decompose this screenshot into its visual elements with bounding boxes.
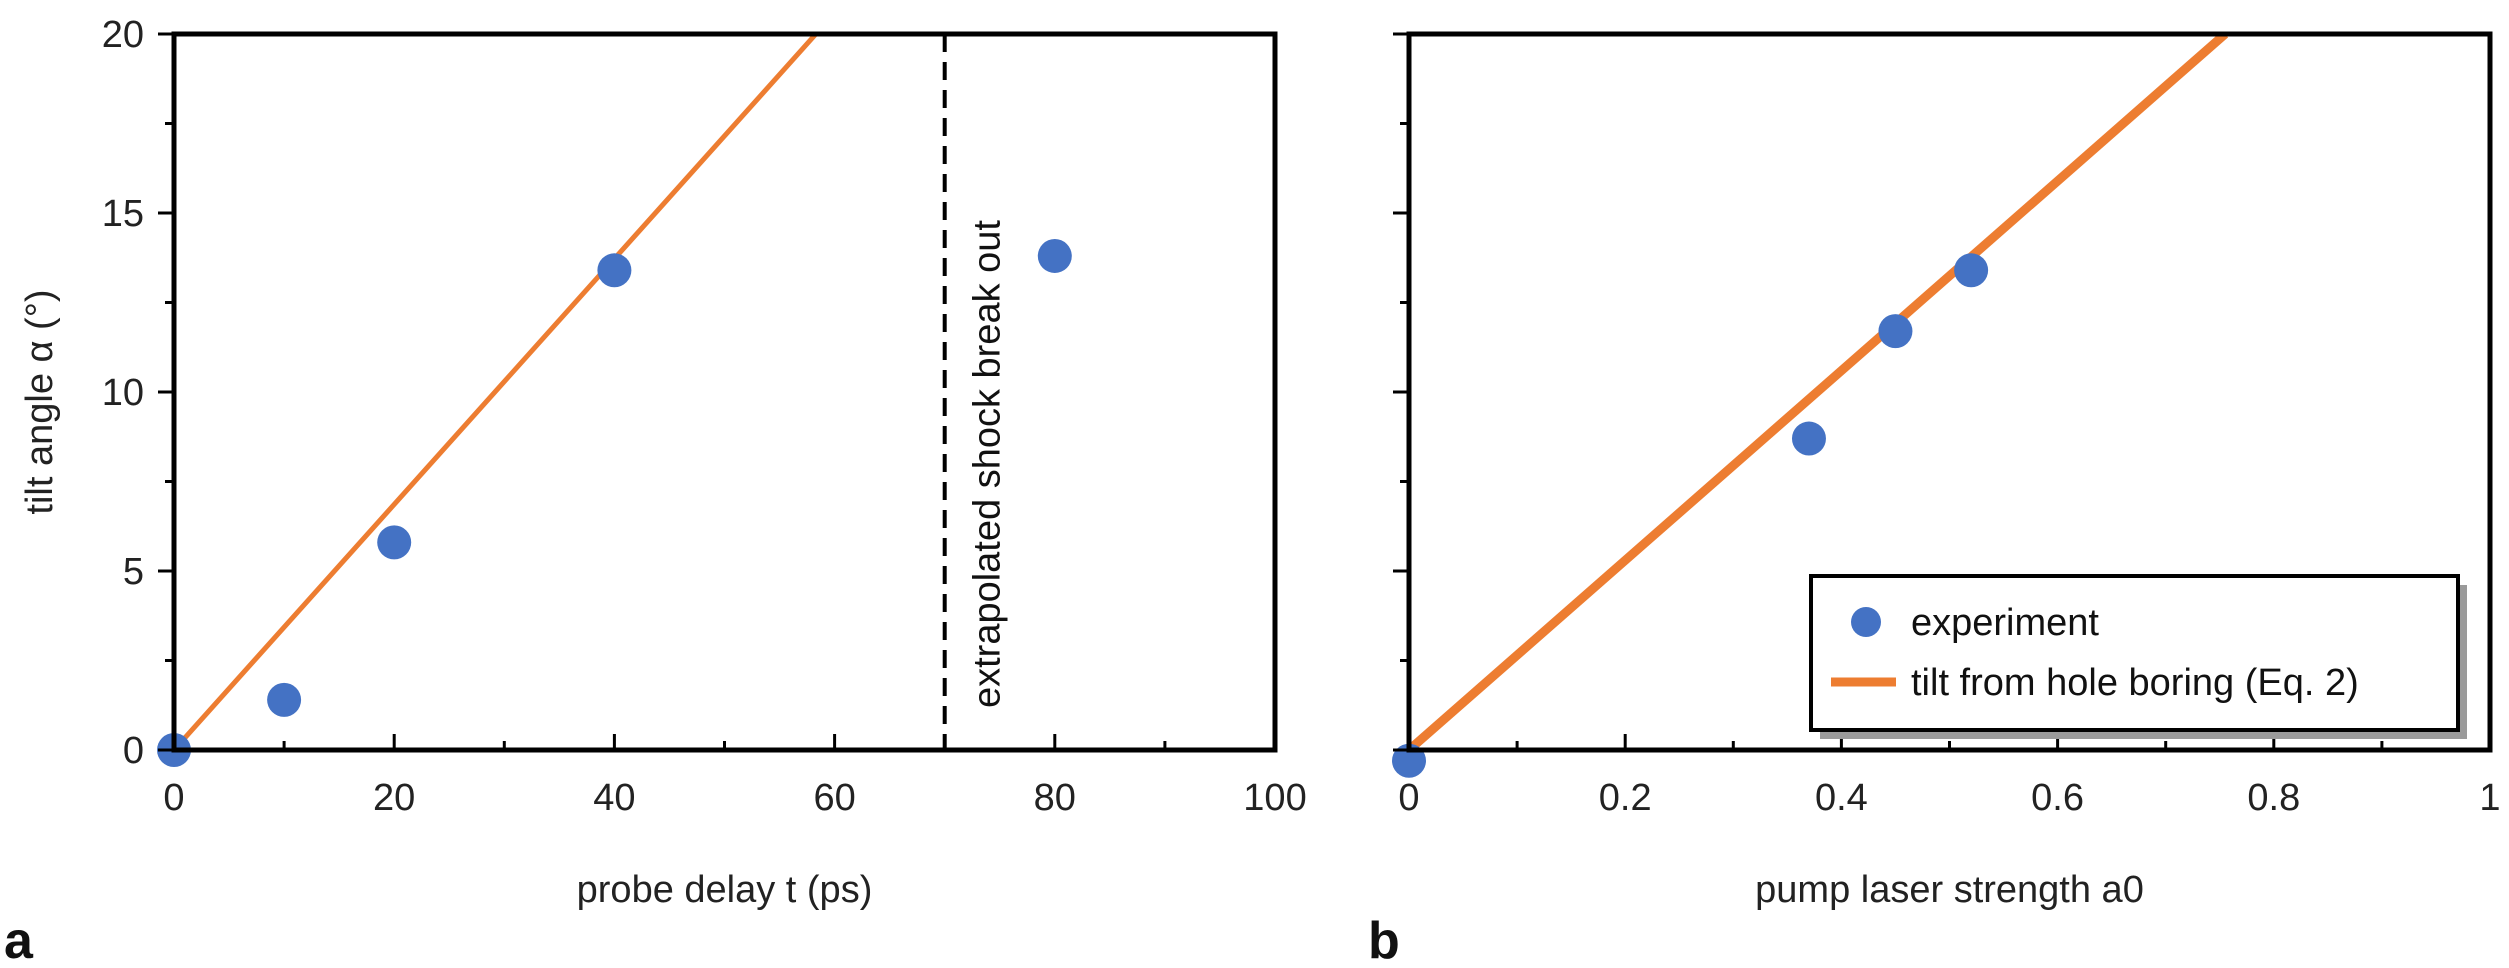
a-x-tick-label: 0 — [163, 777, 184, 819]
legend-experiment-marker — [1851, 607, 1881, 637]
a-x-tick-label: 80 — [1034, 777, 1076, 819]
a-experiment-point — [377, 525, 412, 560]
a-x-tick-label: 60 — [813, 777, 855, 819]
a-y-tick-label: 5 — [123, 551, 144, 593]
panel-a-y-axis-title: tilt angle α (°) — [19, 289, 61, 514]
b-model-line — [1409, 34, 2229, 750]
b-experiment-point — [1878, 314, 1913, 349]
panel-a-plot-frame — [171, 31, 1278, 753]
legend: experiment tilt from hole boring (Eq. 2) — [1809, 574, 2467, 739]
legend-box — [1809, 574, 2460, 732]
panel-a-label: a — [4, 912, 34, 968]
b-x-tick-label: 0.6 — [2031, 777, 2084, 819]
panel-b-ticks: 0 0.2 0.4 0.6 0.8 1 — [1393, 32, 2501, 819]
b-x-tick-label: 0 — [1398, 777, 1419, 819]
b-x-tick-label: 0.8 — [2247, 777, 2300, 819]
panel-a-shock-breakout-annotation: extrapolated shock break out — [967, 220, 1009, 708]
a-y-tick-label: 10 — [102, 372, 144, 414]
b-experiment-point — [1791, 421, 1826, 456]
a-x-tick-label: 40 — [593, 777, 635, 819]
panel-b-marks — [1392, 34, 2229, 778]
b-x-tick-label: 0.2 — [1599, 777, 1652, 819]
panel-b: 0 0.2 0.4 0.6 0.8 1 pump laser strength a0 b … — [1368, 31, 2501, 968]
panel-b-x-axis-title: pump laser strength a0 — [1755, 869, 2144, 911]
a-y-tick-label: 0 — [123, 730, 144, 772]
b-x-tick-label: 1 — [2479, 777, 2500, 819]
legend-model-label: tilt from hole boring (Eq. 2) — [1911, 662, 2359, 704]
a-experiment-point — [597, 253, 632, 288]
panel-b-label: b — [1368, 912, 1400, 968]
a-model-line — [174, 34, 818, 750]
a-y-tick-label: 20 — [102, 14, 144, 56]
a-y-tick-label: 15 — [102, 193, 144, 235]
panel-a-marks — [157, 34, 1072, 767]
panel-a-x-axis-title: probe delay t (ps) — [577, 869, 873, 911]
a-x-tick-label: 20 — [373, 777, 415, 819]
b-experiment-point — [1954, 253, 1989, 288]
panel-a-ticks: 0 20 40 60 80 100 0 5 10 15 20 — [102, 14, 1307, 819]
a-experiment-point — [1037, 238, 1072, 273]
a-x-tick-label: 100 — [1243, 777, 1306, 819]
b-x-tick-label: 0.4 — [1815, 777, 1868, 819]
legend-experiment-label: experiment — [1911, 602, 2099, 644]
a-experiment-point — [267, 682, 302, 717]
